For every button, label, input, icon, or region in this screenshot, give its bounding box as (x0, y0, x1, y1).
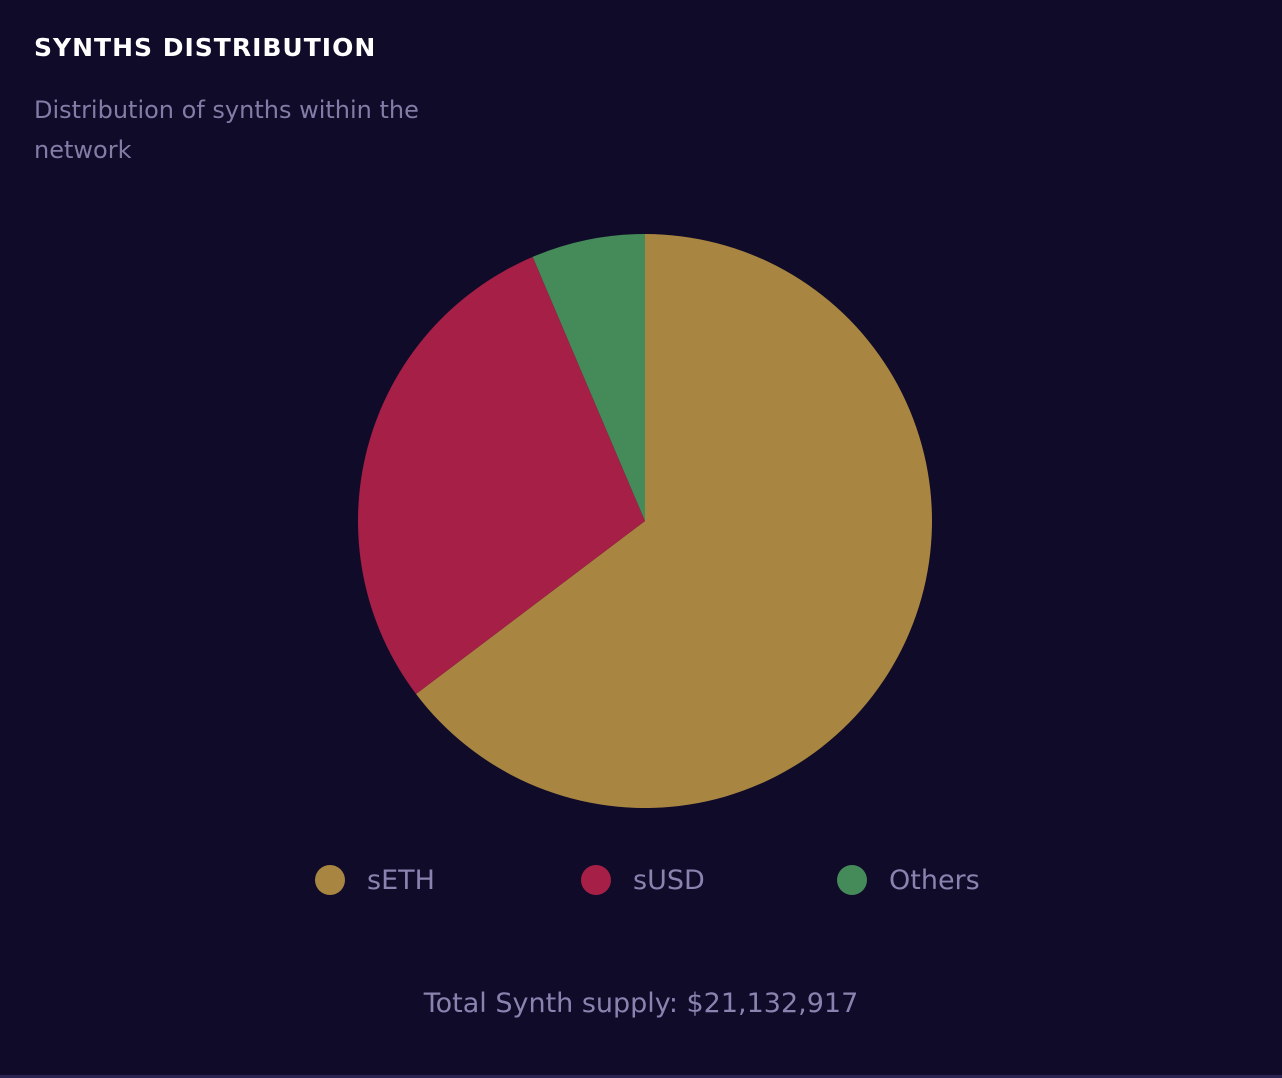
legend-label-susd: sUSD (633, 864, 705, 896)
legend-dot-others (837, 865, 867, 895)
legend-item-seth[interactable]: sETH (315, 860, 435, 900)
legend-dot-susd (581, 865, 611, 895)
pie-slice-susd[interactable] (358, 256, 645, 695)
legend-item-susd[interactable]: sUSD (581, 860, 705, 900)
legend-item-others[interactable]: Others (837, 860, 980, 900)
total-synth-supply: Total Synth supply: $21,132,917 (423, 988, 859, 1019)
legend-label-seth: sETH (367, 864, 435, 896)
chart-legend: sETH sUSD Others (0, 860, 1282, 900)
pie-slice-others[interactable] (532, 234, 645, 521)
pie-slice-seth[interactable] (416, 234, 933, 808)
bottom-divider (0, 1075, 1282, 1078)
legend-label-others: Others (889, 864, 980, 896)
chart-title: SYNTHS DISTRIBUTION (34, 33, 377, 62)
legend-dot-seth (315, 865, 345, 895)
chart-subtitle: Distribution of synths within the networ… (34, 96, 419, 164)
